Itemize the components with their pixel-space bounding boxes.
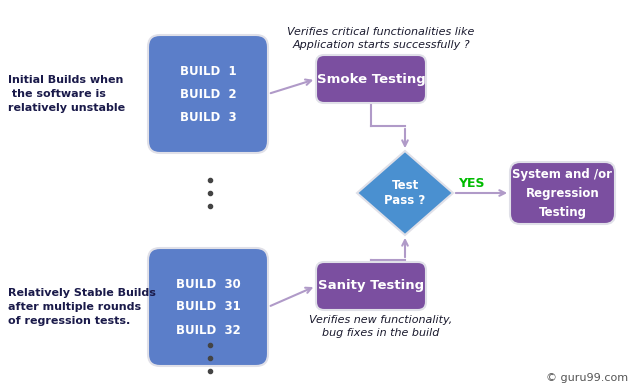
FancyBboxPatch shape: [148, 248, 268, 366]
Text: Relatively Stable Builds
after multiple rounds
of regression tests.: Relatively Stable Builds after multiple …: [8, 288, 156, 326]
FancyBboxPatch shape: [148, 35, 268, 153]
Text: © guru99.com: © guru99.com: [546, 373, 628, 383]
Text: BUILD  30
BUILD  31
BUILD  32: BUILD 30 BUILD 31 BUILD 32: [175, 278, 241, 336]
Text: Sanity Testing: Sanity Testing: [318, 279, 424, 292]
Text: BUILD  1
BUILD  2
BUILD  3: BUILD 1 BUILD 2 BUILD 3: [180, 65, 236, 123]
FancyBboxPatch shape: [316, 262, 426, 310]
Text: Smoke Testing: Smoke Testing: [317, 73, 426, 85]
Text: System and /or
Regression
Testing: System and /or Regression Testing: [513, 167, 612, 218]
Text: Verifies critical functionalities like
Application starts successfully ?: Verifies critical functionalities like A…: [287, 27, 475, 50]
Text: Verifies new functionality,
bug fixes in the build: Verifies new functionality, bug fixes in…: [309, 315, 452, 338]
Text: YES: YES: [458, 176, 484, 189]
Polygon shape: [357, 151, 453, 235]
Text: Test
Pass ?: Test Pass ?: [385, 179, 426, 207]
Text: Initial Builds when
 the software is
relatively unstable: Initial Builds when the software is rela…: [8, 75, 125, 113]
FancyBboxPatch shape: [510, 162, 615, 224]
FancyBboxPatch shape: [316, 55, 426, 103]
